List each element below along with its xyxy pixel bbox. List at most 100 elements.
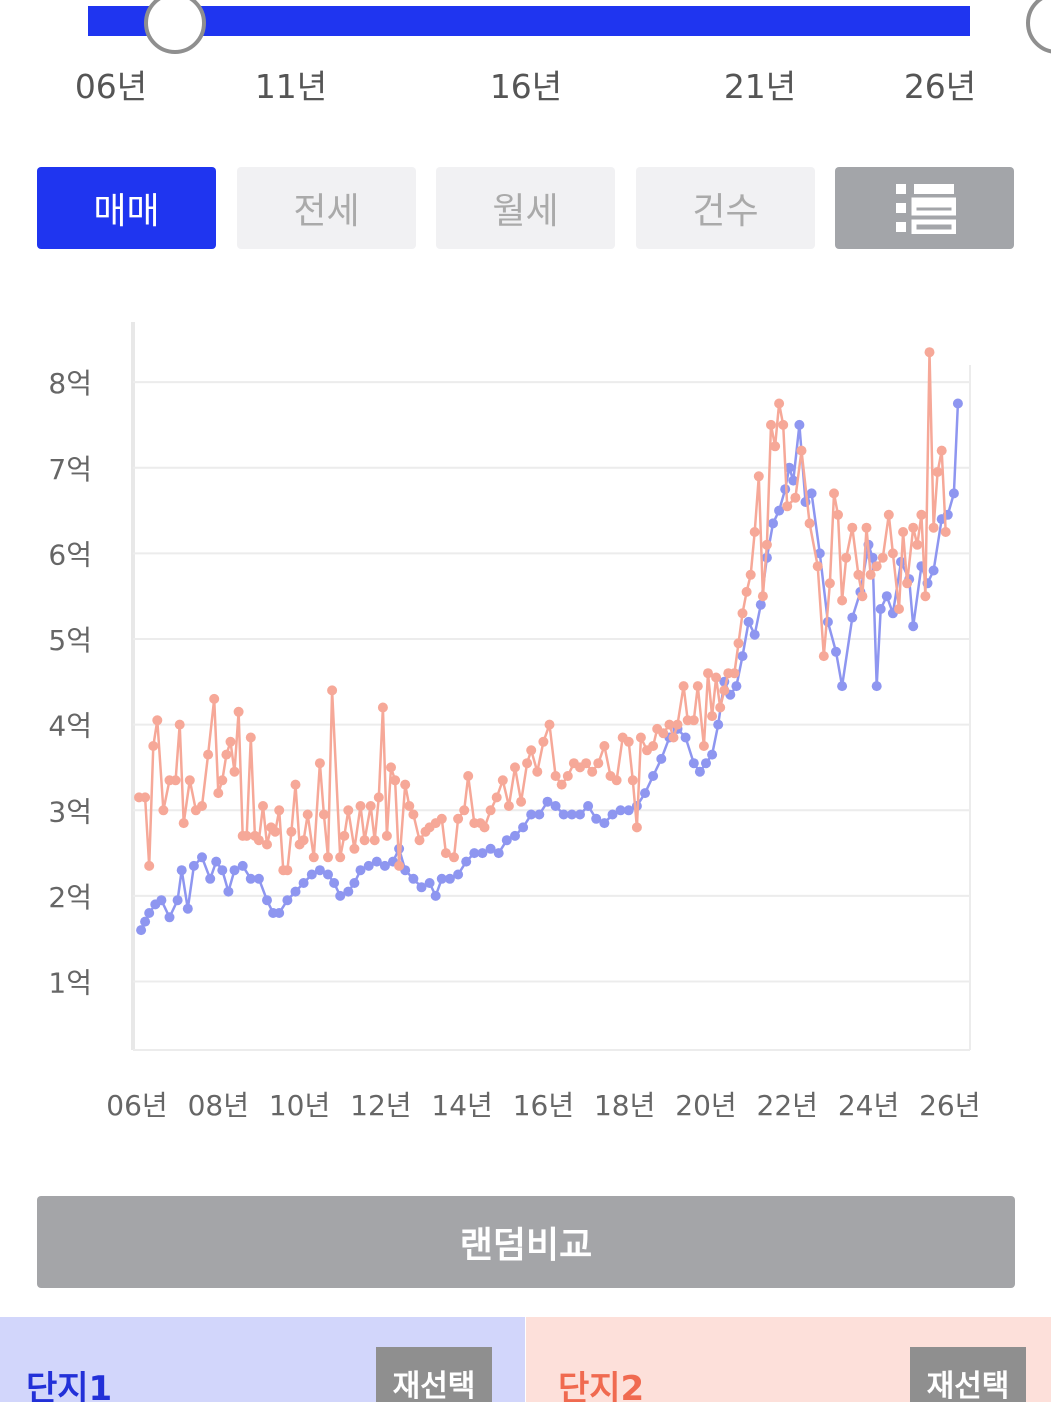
data-point[interactable] [436, 873, 447, 884]
data-point[interactable] [424, 878, 435, 888]
data-point[interactable] [306, 869, 317, 880]
data-point[interactable] [841, 552, 852, 563]
data-point[interactable] [940, 527, 951, 537]
data-point[interactable] [887, 548, 898, 559]
data-point[interactable] [178, 818, 189, 829]
data-point[interactable] [707, 711, 718, 722]
data-point[interactable] [749, 629, 760, 640]
data-point[interactable] [290, 779, 301, 790]
data-point[interactable] [302, 809, 313, 820]
data-point[interactable] [197, 801, 207, 811]
data-point[interactable] [408, 873, 419, 884]
data-point[interactable] [144, 908, 155, 918]
data-point[interactable] [824, 578, 835, 589]
data-point[interactable] [335, 890, 346, 901]
data-point[interactable] [479, 822, 490, 833]
data-point[interactable] [339, 830, 350, 841]
data-point[interactable] [510, 762, 520, 773]
data-point[interactable] [701, 758, 711, 769]
data-point[interactable] [861, 522, 872, 533]
data-point[interactable] [707, 749, 718, 760]
data-point[interactable] [812, 561, 823, 572]
data-point[interactable] [245, 873, 256, 884]
data-point[interactable] [152, 715, 163, 726]
year-range-slider[interactable]: 06년 11년 16년 21년 26년 [0, 0, 1051, 120]
data-point[interactable] [381, 830, 392, 841]
data-point[interactable] [538, 736, 549, 747]
data-point[interactable] [768, 518, 778, 529]
data-point[interactable] [883, 509, 894, 520]
data-point[interactable] [627, 775, 638, 786]
data-point[interactable] [377, 702, 388, 713]
data-point[interactable] [270, 826, 281, 837]
data-point[interactable] [698, 741, 709, 751]
data-point[interactable] [217, 865, 228, 876]
data-point[interactable] [355, 801, 366, 811]
data-point[interactable] [327, 685, 338, 696]
data-point[interactable] [349, 878, 360, 888]
data-point[interactable] [680, 732, 691, 743]
data-point[interactable] [453, 869, 464, 880]
data-point[interactable] [459, 805, 470, 816]
data-point[interactable] [318, 809, 329, 820]
data-point[interactable] [308, 852, 319, 863]
data-point[interactable] [599, 741, 610, 751]
data-point[interactable] [678, 681, 689, 692]
data-point[interactable] [928, 522, 939, 533]
data-point[interactable] [774, 505, 785, 516]
data-point[interactable] [140, 916, 151, 927]
data-point[interactable] [209, 693, 220, 704]
data-point[interactable] [282, 865, 293, 876]
data-point[interactable] [908, 621, 919, 632]
data-point[interactable] [664, 719, 675, 730]
data-point[interactable] [703, 668, 713, 679]
data-point[interactable] [640, 788, 650, 799]
data-point[interactable] [170, 775, 181, 786]
tab-list-view[interactable] [835, 167, 1014, 249]
random-compare-button[interactable]: 랜덤비교 [37, 1196, 1015, 1288]
data-point[interactable] [373, 792, 384, 803]
data-point[interactable] [542, 796, 553, 807]
data-point[interactable] [558, 809, 569, 820]
data-point[interactable] [932, 467, 943, 477]
data-point[interactable] [440, 848, 451, 859]
data-point[interactable] [390, 775, 401, 786]
complex1-reselect-button[interactable]: 재선택 [376, 1347, 492, 1402]
data-point[interactable] [814, 548, 825, 559]
data-point[interactable] [335, 852, 346, 863]
data-point[interactable] [875, 604, 886, 614]
data-point[interactable] [833, 509, 843, 520]
data-point[interactable] [761, 539, 772, 550]
data-point[interactable] [274, 805, 285, 816]
data-point[interactable] [282, 895, 293, 906]
data-point[interactable] [556, 779, 567, 790]
data-point[interactable] [692, 681, 703, 692]
data-point[interactable] [379, 860, 390, 871]
data-point[interactable] [837, 595, 848, 606]
data-point[interactable] [477, 848, 488, 859]
data-point[interactable] [668, 732, 679, 743]
data-point[interactable] [221, 749, 232, 760]
data-point[interactable] [794, 419, 805, 430]
range-track-selected[interactable] [88, 0, 1051, 54]
tab-sale[interactable]: 매매 [37, 167, 216, 249]
data-point[interactable] [211, 856, 222, 867]
data-point[interactable] [818, 651, 829, 662]
data-point[interactable] [611, 775, 622, 786]
data-point[interactable] [587, 766, 598, 777]
data-point[interactable] [715, 702, 726, 713]
data-point[interactable] [782, 501, 793, 512]
data-point[interactable] [631, 822, 642, 833]
data-point[interactable] [526, 809, 537, 820]
data-point[interactable] [241, 830, 252, 841]
data-point[interactable] [522, 758, 533, 769]
data-point[interactable] [493, 848, 504, 859]
tab-monthly-rent[interactable]: 월세 [436, 167, 615, 249]
data-point[interactable] [229, 766, 240, 777]
data-point[interactable] [656, 753, 667, 764]
data-point[interactable] [550, 801, 561, 811]
data-point[interactable] [936, 445, 947, 456]
data-point[interactable] [924, 347, 935, 358]
data-point[interactable] [526, 745, 537, 756]
data-point[interactable] [258, 801, 268, 811]
